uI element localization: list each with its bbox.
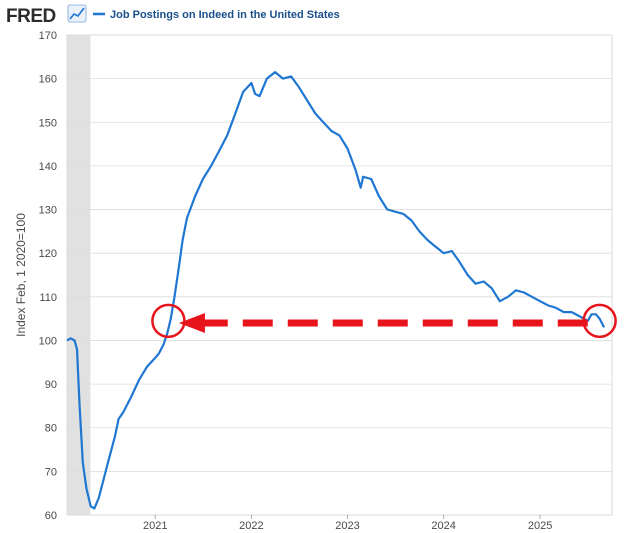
x-tick-label-2023: 2023: [335, 520, 359, 532]
y-tick-label-110: 110: [39, 292, 57, 304]
plot-area: [66, 34, 613, 516]
y-tick-label-150: 150: [39, 117, 57, 129]
y-tick-label-70: 70: [45, 466, 57, 478]
x-tick-label-2025: 2025: [528, 520, 552, 532]
y-tick-label-130: 130: [39, 205, 57, 217]
y-tick-label-60: 60: [45, 510, 57, 522]
y-axis-title: Index Feb, 1 2020=100: [14, 213, 28, 337]
annotations: [151, 303, 617, 339]
trend-chart-icon: [67, 4, 87, 23]
grid-lines: [67, 34, 612, 516]
x-tick-label-2021: 2021: [143, 520, 167, 532]
fred-logo[interactable]: FRED: [6, 6, 56, 27]
y-tick-label-140: 140: [39, 161, 57, 173]
y-tick-label-80: 80: [45, 423, 57, 435]
y-axis-ticks: 60 70 80 90 100 110 120 130 140 150 160 170: [39, 30, 57, 522]
chart-header: FRED Job Postings on Indeed in the Unite…: [6, 4, 340, 27]
x-tick-label-2024: 2024: [431, 520, 455, 532]
x-tick-label-2022: 2022: [239, 520, 263, 532]
y-tick-label-160: 160: [39, 74, 57, 86]
y-tick-label-90: 90: [45, 379, 57, 391]
x-axis-ticks: 2021 2022 2023 2024 2025: [143, 515, 552, 532]
legend-label: Job Postings on Indeed in the United Sta…: [110, 9, 340, 21]
series-line-job-postings[interactable]: [66, 71, 606, 510]
annotation-arrowhead: [178, 313, 205, 333]
y-tick-label-120: 120: [39, 248, 57, 260]
y-tick-label-100: 100: [39, 335, 57, 347]
recession-shading: [67, 35, 91, 515]
y-tick-label-170: 170: [39, 30, 57, 42]
annotation-circle-0: [151, 303, 186, 339]
